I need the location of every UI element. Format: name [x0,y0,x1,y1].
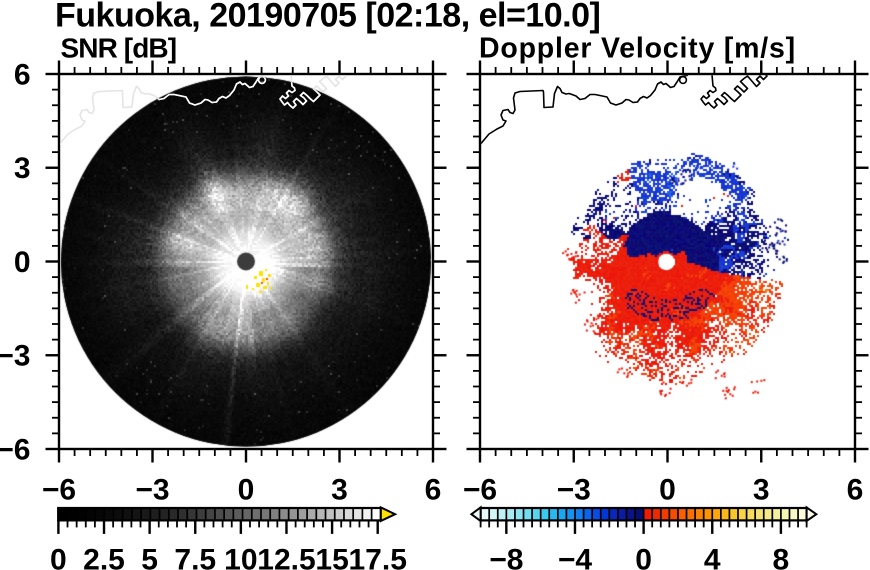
svg-text:0: 0 [50,543,67,570]
svg-text:3: 3 [753,474,770,507]
svg-text:5: 5 [141,543,158,570]
svg-text:Doppler Velocity [m/s]: Doppler Velocity [m/s] [479,32,796,64]
svg-text:−6: −6 [42,474,76,507]
svg-text:6: 6 [14,58,31,91]
svg-text:7.5: 7.5 [174,543,216,570]
svg-text:6: 6 [425,474,442,507]
svg-text:15: 15 [315,543,348,570]
svg-text:0: 0 [14,246,31,279]
svg-text:Fukuoka, 20190705 [02:18, el=1: Fukuoka, 20190705 [02:18, el=10.0] [55,0,600,35]
svg-text:−8: −8 [489,543,523,570]
svg-text:−6: −6 [0,433,31,466]
svg-text:−6: −6 [463,474,497,507]
svg-text:0: 0 [635,543,652,570]
svg-text:−3: −3 [135,474,169,507]
svg-text:0: 0 [238,474,255,507]
svg-text:SNR [dB]: SNR [dB] [61,32,177,63]
svg-text:−4: −4 [558,543,593,570]
svg-text:12.5: 12.5 [257,543,315,570]
svg-text:17.5: 17.5 [349,543,407,570]
svg-text:−3: −3 [0,340,31,373]
svg-text:3: 3 [14,152,31,185]
svg-text:0: 0 [659,474,676,507]
svg-text:3: 3 [331,474,348,507]
svg-text:−3: −3 [557,474,591,507]
svg-text:2.5: 2.5 [83,543,125,570]
svg-text:8: 8 [773,543,790,570]
svg-text:4: 4 [704,543,721,570]
svg-text:6: 6 [847,474,864,507]
svg-text:10: 10 [224,543,257,570]
